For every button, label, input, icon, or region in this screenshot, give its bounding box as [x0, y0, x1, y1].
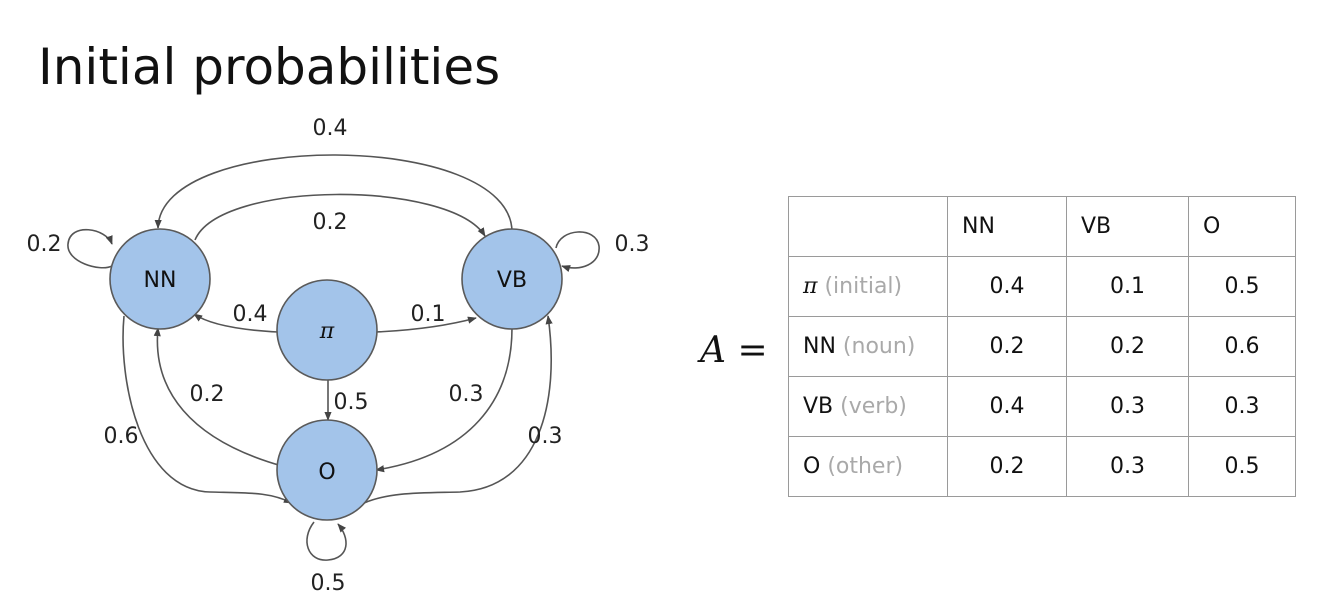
edge-pi-to-vb: [375, 316, 477, 333]
table-cell: 0.6: [1188, 316, 1296, 377]
edge-label-o-to-nn: 0.2: [190, 382, 225, 407]
markov-chain-diagram: NN VB π O 0.4 0.2 0.2 0.3 0.4 0.1 0.5 0.…: [27, 116, 650, 596]
table-cell: 0.5: [1188, 436, 1296, 497]
edge-nn-to-vb: [194, 193, 486, 241]
edge-pi-to-nn: [193, 313, 279, 333]
table-row: NN (noun) 0.2 0.2 0.6: [788, 316, 1296, 377]
matrix-variable: A: [700, 330, 726, 371]
matrix-equals: =: [726, 330, 768, 371]
edge-label-vb-to-nn: 0.4: [313, 116, 348, 141]
node-vb: [461, 228, 563, 330]
node-vb-label: VB: [497, 268, 527, 293]
table-cell: 0.5: [1188, 256, 1296, 317]
row-desc: (other): [820, 454, 904, 479]
table-cell: 0.4: [947, 256, 1067, 317]
edge-label-o-self: 0.5: [311, 571, 346, 596]
edge-o-to-vb: [363, 315, 553, 504]
row-tag: VB: [803, 394, 834, 419]
node-nn-label: NN: [144, 268, 177, 293]
header-row: NN VB O: [788, 196, 1296, 257]
edge-label-pi-to-o: 0.5: [334, 390, 369, 415]
table-row: VB (verb) 0.4 0.3 0.3: [788, 376, 1296, 437]
node-o-label: O: [318, 460, 335, 485]
edge-vb-to-o: [375, 327, 513, 473]
row-label: NN (noun): [788, 316, 948, 377]
edge-label-nn-to-o: 0.6: [104, 424, 139, 449]
row-tag: π: [803, 274, 818, 299]
table-cell: 0.2: [1066, 316, 1189, 377]
table-cell: 0.4: [947, 376, 1067, 437]
header-cell-vb: VB: [1066, 196, 1189, 257]
node-o: [276, 419, 378, 521]
edge-label-nn-to-vb: 0.2: [313, 210, 348, 235]
page-title: Initial probabilities: [38, 38, 501, 96]
table-row: π (initial) 0.4 0.1 0.5: [788, 256, 1296, 317]
edge-label-pi-to-vb: 0.1: [411, 302, 446, 327]
row-desc: (verb): [833, 394, 907, 419]
edge-nn-self: [67, 228, 113, 269]
row-label: O (other): [788, 436, 948, 497]
transition-matrix: NN VB O π (initial) 0.4 0.1 0.5 NN (noun…: [788, 196, 1296, 497]
row-tag: O: [803, 454, 821, 479]
table-cell: 0.2: [947, 436, 1067, 497]
table-cell: 0.2: [947, 316, 1067, 377]
node-nn: [109, 228, 211, 330]
header-cell-nn: NN: [947, 196, 1067, 257]
row-desc: (initial): [817, 274, 903, 299]
table-cell: 0.1: [1066, 256, 1189, 317]
header-cell-o: O: [1188, 196, 1296, 257]
edge-o-self: [306, 521, 347, 561]
node-pi-label: π: [319, 319, 335, 344]
row-label: VB (verb): [788, 376, 948, 437]
edge-vb-to-nn: [154, 154, 513, 233]
edge-o-to-nn: [153, 327, 283, 467]
table-cell: 0.3: [1188, 376, 1296, 437]
edge-label-o-to-vb: 0.3: [528, 424, 563, 449]
table-row: O (other) 0.2 0.3 0.5: [788, 436, 1296, 497]
table-cell: 0.3: [1066, 376, 1189, 437]
edge-label-nn-self: 0.2: [27, 232, 62, 257]
edge-label-vb-self: 0.3: [615, 232, 650, 257]
node-pi: [276, 279, 378, 381]
row-desc: (noun): [835, 334, 916, 359]
edge-vb-self: [555, 231, 600, 272]
edge-label-pi-to-nn: 0.4: [233, 302, 268, 327]
table-cell: 0.3: [1066, 436, 1189, 497]
header-cell-corner: [788, 196, 948, 257]
edge-label-vb-to-o: 0.3: [449, 382, 484, 407]
matrix-label: A =: [700, 330, 768, 371]
row-label: π (initial): [788, 256, 948, 317]
row-tag: NN: [803, 334, 836, 359]
edge-nn-to-o: [122, 315, 293, 504]
